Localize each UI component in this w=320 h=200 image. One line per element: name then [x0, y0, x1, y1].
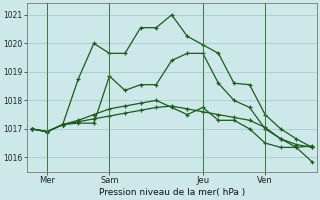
X-axis label: Pression niveau de la mer( hPa ): Pression niveau de la mer( hPa ): [99, 188, 245, 197]
